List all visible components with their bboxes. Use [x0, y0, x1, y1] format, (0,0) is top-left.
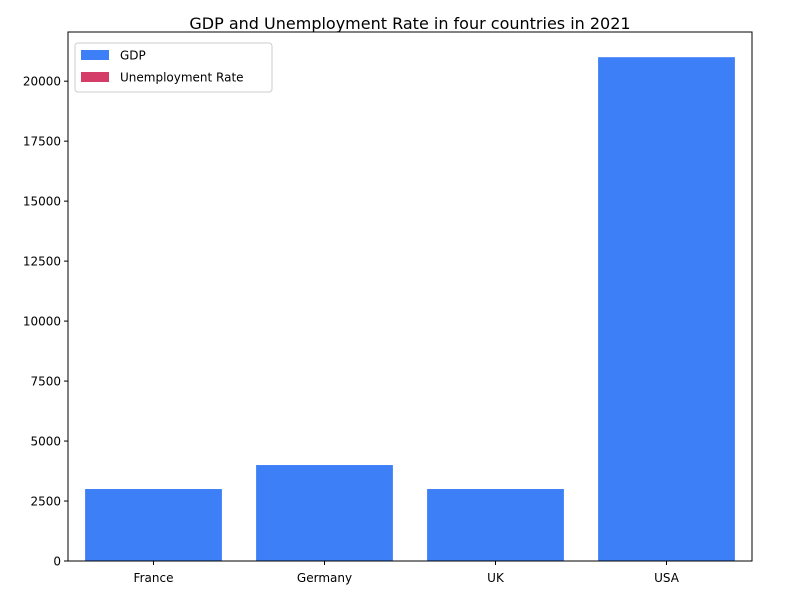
y-tick-label: 7500: [30, 375, 61, 389]
plot-frame: [67, 31, 753, 562]
chart-title: GDP and Unemployment Rate in four countr…: [189, 14, 630, 33]
legend-swatch-gdp: [81, 50, 109, 60]
legend-label-gdp: GDP: [120, 49, 146, 63]
y-tick-label: 10000: [23, 315, 61, 329]
x-tick-label-uk: UK: [487, 571, 505, 585]
y-tick-label: 2500: [30, 495, 61, 509]
bar-gdp-germany: [256, 465, 393, 561]
bars-layer: [85, 57, 735, 561]
bar-gdp-france: [85, 489, 222, 561]
x-tick-label-usa: USA: [654, 571, 680, 585]
legend-label-unemployment-rate: Unemployment Rate: [120, 71, 244, 85]
y-tick-label: 15000: [23, 195, 61, 209]
y-tick-label: 5000: [30, 435, 61, 449]
legend-box: [74, 42, 273, 93]
x-tick-label-germany: Germany: [297, 571, 352, 585]
y-tick-label: 12500: [23, 255, 61, 269]
y-tick-label: 17500: [23, 135, 61, 149]
y-tick-label: 20000: [23, 75, 61, 89]
x-tick-label-france: France: [134, 571, 174, 585]
axes-layer: 0 2500 5000 7500 10000 12500 15000 17500 20000 Fr…: [23, 75, 680, 585]
legend: GDP Unemployment Rate: [74, 42, 273, 93]
y-tick-label: 0: [53, 555, 61, 569]
legend-swatch-unemployment-rate: [81, 72, 109, 82]
bar-gdp-uk: [427, 489, 564, 561]
bar-gdp-usa: [598, 57, 735, 561]
